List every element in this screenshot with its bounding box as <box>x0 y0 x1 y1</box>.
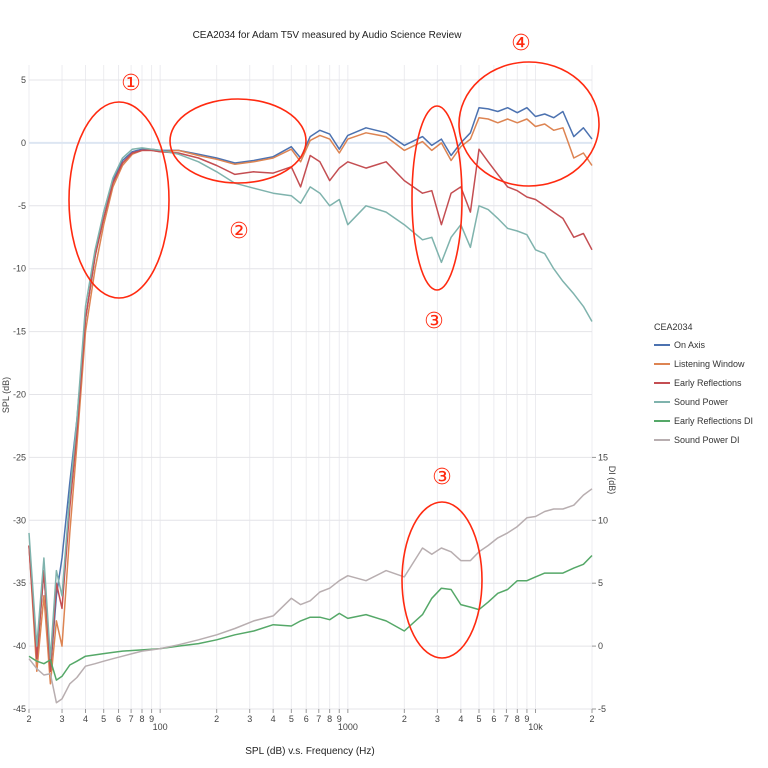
annotation-ellipse-1 <box>68 101 170 299</box>
y2-tick-label: 0 <box>598 641 603 651</box>
annotation-label-1: ① <box>121 71 141 96</box>
x-axis-title: SPL (dB) v.s. Frequency (Hz) <box>245 746 374 757</box>
annotation-ellipse-3-top <box>411 105 463 291</box>
y-tick-label: -10 <box>13 264 26 274</box>
legend-label-listening-window: Listening Window <box>674 359 745 369</box>
legend-label-early-reflections-di: Early Reflections DI <box>674 416 753 426</box>
x-tick-label: 6 <box>304 714 309 724</box>
x-tick-label: 3 <box>60 714 65 724</box>
y-tick-label: -25 <box>13 452 26 462</box>
annotation-label-3-bottom: ③ <box>432 465 452 490</box>
y-tick-label: -35 <box>13 578 26 588</box>
y-tick-label: 5 <box>21 75 26 85</box>
y-axis-title: SPL (dB) <box>1 377 11 413</box>
x-tick-label: 7 <box>129 714 134 724</box>
x-tick-label: 5 <box>101 714 106 724</box>
x-tick-label: 3 <box>435 714 440 724</box>
x-tick-label: 7 <box>316 714 321 724</box>
series-line-sound-power <box>28 147 593 660</box>
x-tick-label: 7 <box>504 714 509 724</box>
legend-label-early-reflections: Early Reflections <box>674 378 742 388</box>
x-tick-label: 4 <box>458 714 463 724</box>
x-tick-label: 2 <box>589 714 594 724</box>
legend-label-sound-power: Sound Power <box>674 397 728 407</box>
annotation-label-3-top: ③ <box>424 309 444 334</box>
x-tick-label: 8 <box>515 714 520 724</box>
annotations <box>68 61 600 659</box>
x-tick-label: 4 <box>83 714 88 724</box>
y-tick-label: -20 <box>13 390 26 400</box>
annotation-label-4: ④ <box>511 31 531 56</box>
y-tick-label: 0 <box>21 138 26 148</box>
y2-tick-label: 5 <box>598 578 603 588</box>
legend: CEA2034 On Axis Listening Window Early Ref… <box>654 322 753 445</box>
x-tick-label: 2 <box>214 714 219 724</box>
x-tick-label: 9 <box>524 714 529 724</box>
x-tick-label: 10k <box>528 722 543 732</box>
x-tick-label: 5 <box>289 714 294 724</box>
y2-tick-label: 10 <box>598 515 608 525</box>
y-tick-label: -15 <box>13 327 26 337</box>
series-line-listening-window <box>28 116 593 685</box>
annotation-ellipse-3-bottom <box>401 501 483 659</box>
chart-title: CEA2034 for Adam T5V measured by Audio S… <box>193 30 463 41</box>
grid <box>28 65 593 710</box>
x-tick-label: 6 <box>116 714 121 724</box>
y-tick-label: -45 <box>13 704 26 714</box>
y-tick-label: -40 <box>13 641 26 651</box>
annotation-label-2: ② <box>229 219 249 244</box>
x-tick-label: 9 <box>149 714 154 724</box>
annotation-ellipse-2 <box>169 98 307 184</box>
legend-label-on-axis: On Axis <box>674 340 706 350</box>
series-line-early-reflections-di <box>28 554 593 681</box>
x-tick-label: 9 <box>337 714 342 724</box>
y2-tick-label: 15 <box>598 452 608 462</box>
series-line-sound-power-di <box>28 488 593 704</box>
x-tick-label: 4 <box>271 714 276 724</box>
legend-label-sound-power-di: Sound Power DI <box>674 435 740 445</box>
legend-title: CEA2034 <box>654 322 693 332</box>
x-tick-label: 100 <box>153 722 168 732</box>
series-line-on-axis <box>28 106 593 673</box>
series-lines <box>28 106 593 704</box>
x-tick-label: 8 <box>139 714 144 724</box>
y2-axis-title: DI (dB) <box>607 466 617 495</box>
x-tick-label: 3 <box>247 714 252 724</box>
x-tick-label: 8 <box>327 714 332 724</box>
y-tick-label: -5 <box>18 201 26 211</box>
x-tick-label: 1000 <box>338 722 358 732</box>
x-tick-label: 6 <box>491 714 496 724</box>
y2-tick-label: -5 <box>598 704 606 714</box>
x-tick-label: 2 <box>402 714 407 724</box>
annotation-ellipse-4 <box>458 61 600 187</box>
y-tick-label: -30 <box>13 515 26 525</box>
series-line-early-reflections <box>28 148 593 673</box>
x-tick-label: 5 <box>477 714 482 724</box>
x-tick-label: 2 <box>26 714 31 724</box>
